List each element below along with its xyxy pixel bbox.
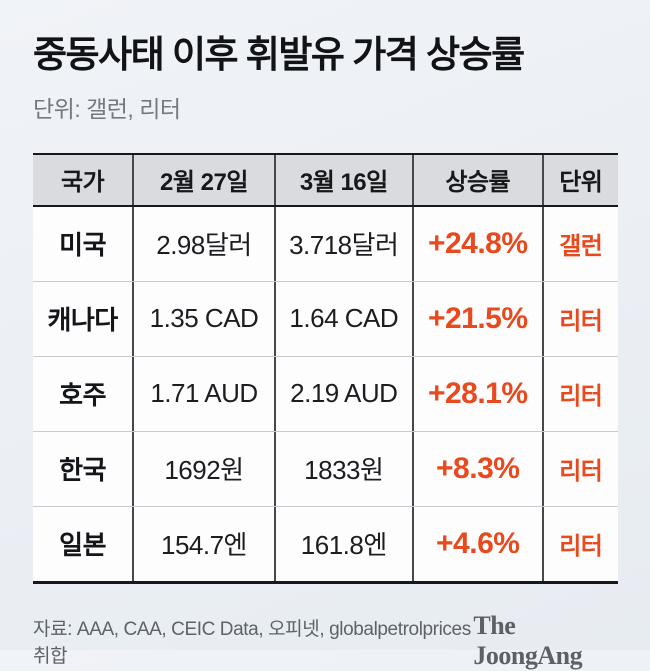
table-row-korea: 한국 1692원 1833원 +8.3% 리터 (33, 431, 618, 507)
unit-label: 리터 (559, 383, 603, 411)
price-feb27: 1.35 CAD (134, 281, 276, 356)
change-rate: +21.5% (414, 281, 544, 356)
country-name: 호주 (33, 356, 135, 431)
price-mar16: 1833원 (276, 431, 414, 506)
unit-note: 단위: 갤런, 리터 (33, 95, 181, 122)
column-header-unit: 단위 (559, 169, 603, 197)
country-name: 캐나다 (33, 281, 135, 356)
unit-label: 리터 (559, 308, 603, 336)
change-rate: +24.8% (414, 206, 544, 281)
price-feb27: 1.71 AUD (134, 356, 276, 431)
price-mar16: 3.718달러 (276, 206, 414, 281)
price-feb27: 1692원 (134, 431, 276, 506)
table-header-row: 국가 2월 27일 3월 16일 상승률 단위 (33, 154, 618, 207)
column-header-mar16: 3월 16일 (276, 154, 414, 205)
unit-label: 리터 (559, 458, 603, 486)
change-rate: +28.1% (414, 356, 544, 431)
price-mar16: 161.8엔 (276, 506, 414, 581)
price-feb27: 154.7엔 (134, 506, 276, 581)
price-mar16: 1.64 CAD (276, 281, 414, 356)
unit-label: 리터 (559, 533, 603, 561)
infographic-page: 중동사태 이후 휘발유 가격 상승률 단위: 갤런, 리터 국가 2월 27일 … (33, 34, 618, 670)
table-row-canada: 캐나다 1.35 CAD 1.64 CAD +21.5% 리터 (33, 281, 618, 357)
country-name: 미국 (33, 206, 135, 281)
table-row-usa: 미국 2.98달러 3.718달러 +24.8% 갤런 (33, 206, 618, 282)
price-feb27: 2.98달러 (134, 206, 276, 281)
change-rate: +8.3% (414, 431, 544, 506)
footer: 자료: AAA, CAA, CEIC Data, 오피넷, globalpetr… (33, 611, 618, 671)
gas-price-table: 국가 2월 27일 3월 16일 상승률 단위 미국 2.98달러 3.718달… (33, 152, 618, 584)
country-name: 일본 (33, 506, 135, 581)
table-row-australia: 호주 1.71 AUD 2.19 AUD +28.1% 리터 (33, 356, 618, 432)
page-title: 중동사태 이후 휘발유 가격 상승률 (33, 34, 525, 75)
column-header-feb27: 2월 27일 (134, 154, 276, 205)
change-rate: +4.6% (414, 506, 544, 581)
price-mar16: 2.19 AUD (276, 356, 414, 431)
country-name: 한국 (33, 431, 135, 506)
source-note: 자료: AAA, CAA, CEIC Data, 오피넷, globalpetr… (33, 618, 471, 667)
unit-label: 갤런 (559, 233, 603, 261)
joongang-logo: The JoongAng (473, 610, 583, 670)
column-header-change: 상승률 (414, 154, 544, 205)
table-row-japan: 일본 154.7엔 161.8엔 +4.6% 리터 (33, 506, 618, 581)
column-header-country: 국가 (33, 154, 135, 205)
